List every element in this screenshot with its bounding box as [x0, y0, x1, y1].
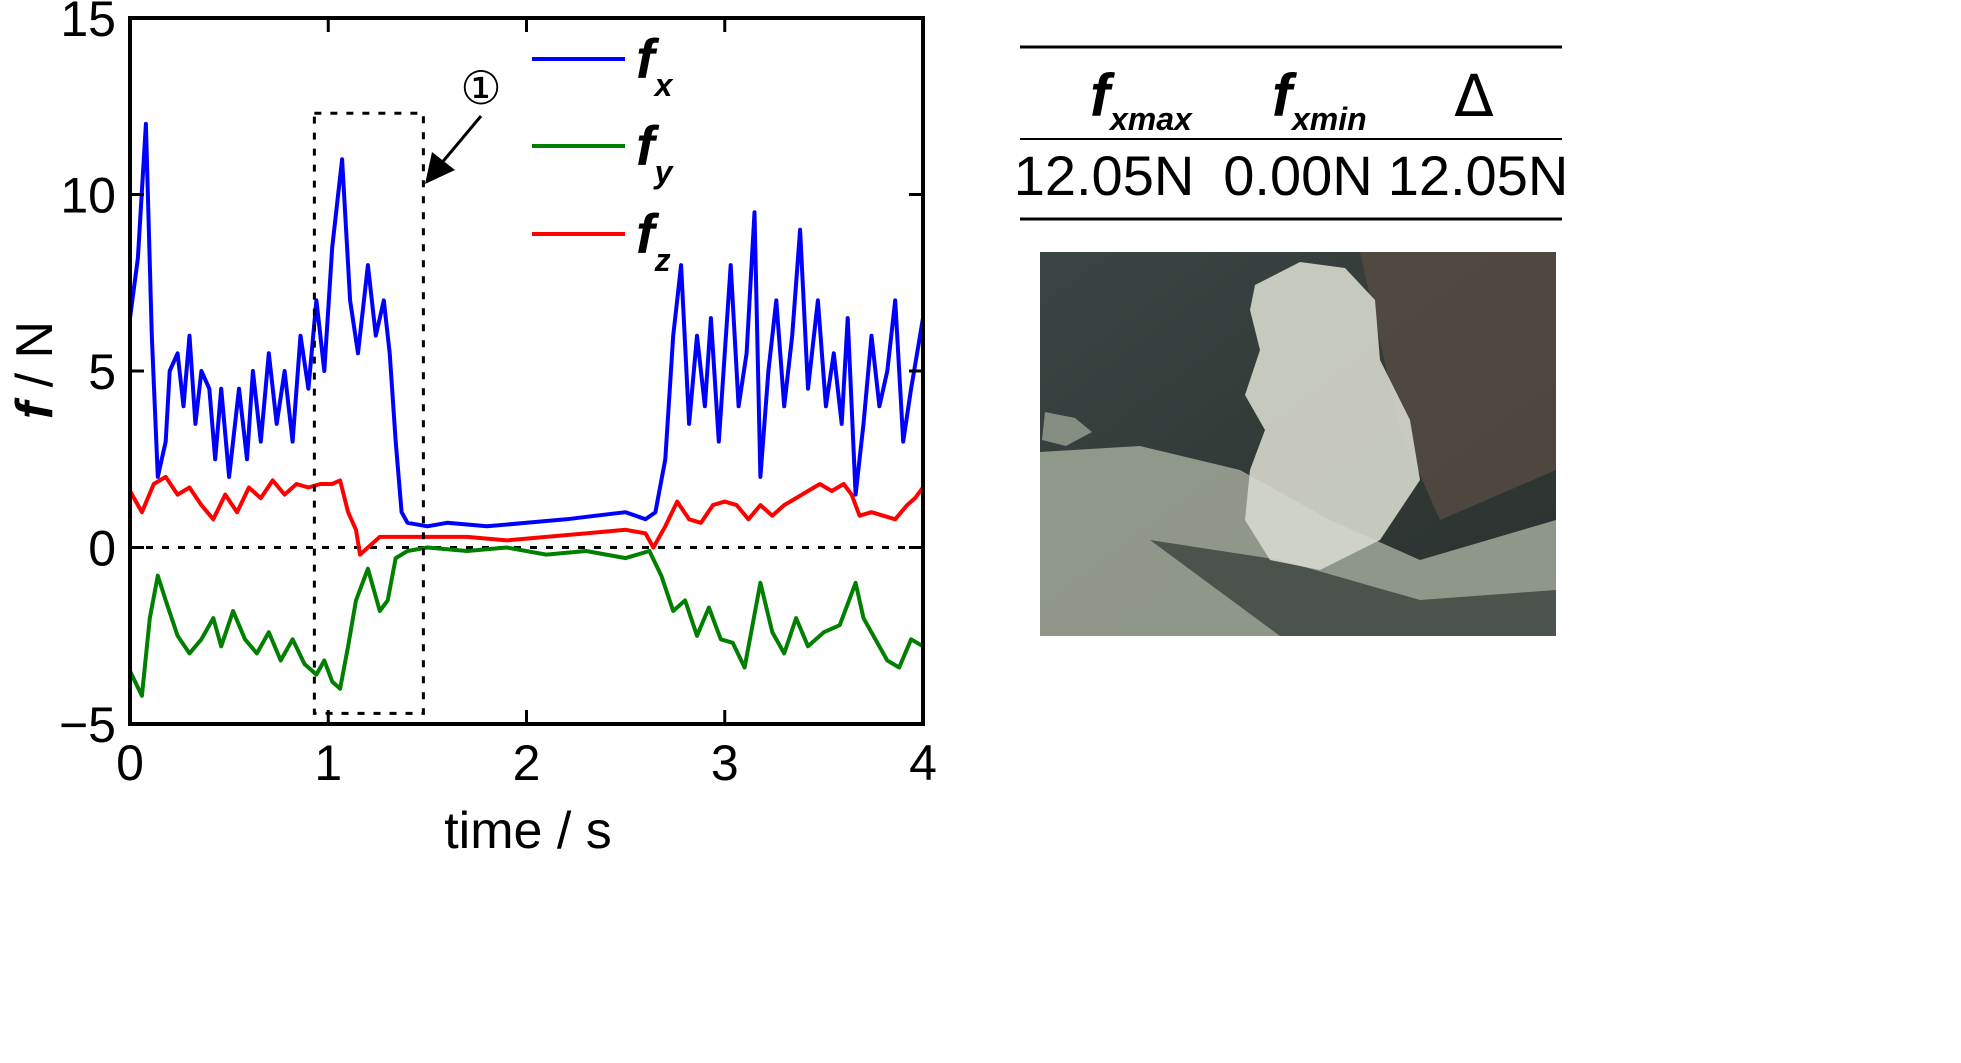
table-cell-delta: 12.05N — [1388, 144, 1569, 207]
y-axis-unit: / N — [6, 321, 64, 402]
legend: fx fy fz — [532, 27, 675, 278]
arrow-head-icon — [425, 152, 455, 184]
fracture-debris-shape — [1245, 262, 1420, 570]
x-tick-label: 4 — [909, 735, 937, 791]
header-subscript: xmax — [1108, 101, 1193, 137]
y-tick-label: 0 — [88, 521, 116, 577]
table-header-fxmax: fxmax — [1090, 62, 1193, 137]
y-tick-label: 15 — [60, 0, 116, 47]
series-line-fz — [130, 474, 923, 557]
x-tick-label: 2 — [513, 735, 541, 791]
legend-entry-fz: fz — [532, 202, 671, 278]
legend-label-fz: fz — [636, 202, 671, 278]
legend-label-fx: fx — [636, 27, 674, 103]
annotation-arrow-shaft — [438, 115, 483, 166]
workpiece-shadow-shape — [1150, 540, 1556, 636]
y-axis-title: f / N — [6, 321, 64, 419]
series-line-fx — [130, 121, 923, 529]
table-cell-fxmax: 12.05N — [1014, 144, 1195, 207]
x-tick-label: 3 — [711, 735, 739, 791]
header-subscript: xmin — [1290, 101, 1367, 137]
legend-subscript: y — [653, 154, 675, 190]
y-tick-label: 5 — [88, 344, 116, 400]
x-axis-title: time / s — [444, 802, 612, 860]
chip-fragment-shape — [1042, 412, 1092, 446]
legend-subscript: z — [654, 242, 671, 278]
material-fracture-photo — [1040, 252, 1556, 636]
x-tick-label: 0 — [116, 735, 144, 791]
x-tick-label: 1 — [314, 735, 342, 791]
y-axis-symbol: f — [6, 397, 64, 419]
force-summary-table: fxmax fxmin Δ 12.05N 0.00N 12.05N — [1014, 45, 1569, 221]
table-header-delta: Δ — [1454, 62, 1494, 130]
y-tick-label: −5 — [59, 697, 116, 753]
highlight-region-box — [312, 111, 425, 715]
legend-entry-fx: fx — [532, 27, 674, 103]
legend-entry-fy: fy — [532, 114, 675, 190]
annotation-callout: ① — [425, 61, 502, 184]
series-line-fy — [130, 545, 923, 698]
annotation-label: ① — [460, 61, 501, 115]
legend-label-fy: fy — [636, 114, 675, 190]
y-tick-label: 10 — [60, 168, 116, 224]
legend-subscript: x — [653, 67, 674, 103]
cutting-tool-shape — [1360, 252, 1556, 520]
plot-frame — [128, 16, 925, 726]
table-cell-fxmin: 0.00N — [1223, 144, 1372, 207]
table-header-fxmin: fxmin — [1272, 62, 1367, 137]
